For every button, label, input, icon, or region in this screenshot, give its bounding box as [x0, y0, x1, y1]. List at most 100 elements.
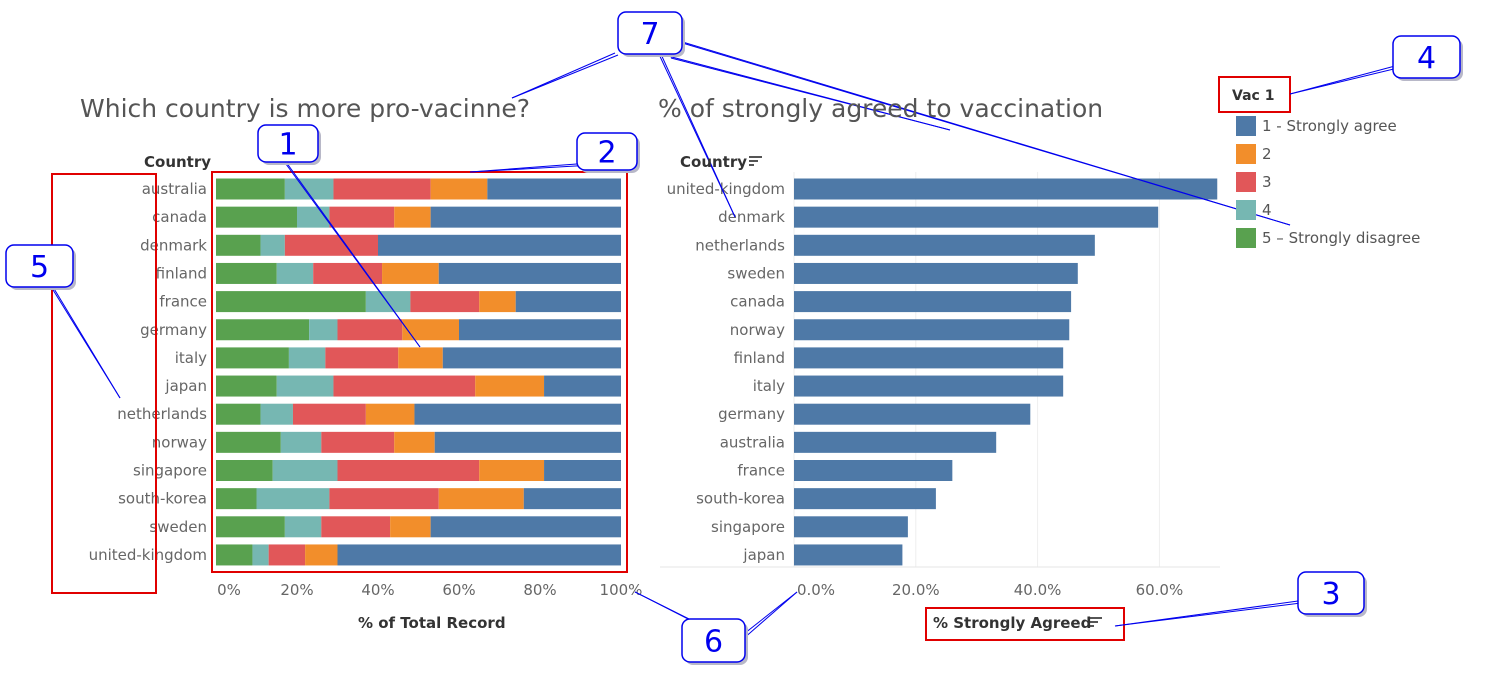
stacked-bar-segment [434, 431, 621, 453]
bar [794, 544, 903, 566]
stacked-bar-segment [430, 178, 488, 200]
stacked-bar-segment [414, 403, 621, 425]
stacked-bar-segment [313, 262, 383, 284]
y-tick-label: france [737, 462, 785, 480]
stacked-bar-segment [487, 178, 621, 200]
x-tick-label: 40% [361, 581, 394, 599]
stacked-bar-segment [280, 431, 322, 453]
sort-icon [1089, 625, 1094, 627]
stacked-bar-segment [329, 488, 439, 510]
bar [794, 206, 1159, 228]
bar [794, 347, 1064, 369]
bar [794, 262, 1078, 284]
callout-leader [739, 591, 798, 638]
callout-bubble [1392, 35, 1461, 79]
stacked-bar-segment [252, 544, 269, 566]
callout-bubble [5, 244, 74, 288]
y-tick-label: italy [175, 349, 207, 367]
sort-icon [749, 164, 754, 166]
callout-leader [1289, 67, 1399, 95]
stacked-bar-segment [430, 206, 621, 228]
stacked-bar-segment [337, 319, 403, 341]
callout-number: 5 [30, 250, 49, 285]
y-tick-label: australia [720, 433, 785, 451]
stacked-bar-segment [430, 516, 621, 538]
callout-number: 3 [1321, 577, 1340, 612]
annotation-box [1218, 76, 1291, 113]
callout-number: 4 [1417, 41, 1436, 76]
stacked-bar-segment [337, 544, 621, 566]
y-tick-label: denmark [140, 236, 207, 254]
stacked-bar-segment [438, 488, 524, 510]
bar [794, 319, 1070, 341]
stacked-bar-segment [309, 319, 338, 341]
x-tick-label: 60% [442, 581, 475, 599]
left-chart-title: Which country is more pro-vacinne? [80, 94, 531, 123]
callout-bubble [576, 132, 638, 171]
stacked-bar-segment [544, 460, 621, 481]
stacked-bar-segment [321, 431, 395, 453]
callout-leader [469, 164, 594, 173]
stacked-bar-segment [394, 206, 431, 228]
stacked-bar-segment [329, 206, 395, 228]
stacked-bar-segment [268, 544, 306, 566]
stacked-bar-segment [216, 403, 261, 425]
y-tick-label: netherlands [117, 405, 207, 423]
stacked-bar-segment [382, 262, 439, 284]
stacked-bar-segment [216, 319, 310, 341]
stacked-bar-segment [305, 544, 338, 566]
bar [794, 178, 1218, 200]
bar [794, 516, 908, 538]
stacked-bar-segment [394, 431, 435, 453]
callout-leader [1114, 602, 1302, 627]
y-tick-label: norway [152, 433, 207, 451]
callout-leader [670, 57, 951, 131]
y-tick-label: finland [156, 264, 207, 282]
stacked-bar-segment [284, 178, 334, 200]
stacked-bar-segment [515, 291, 621, 313]
stacked-bar-segment [216, 262, 277, 284]
y-tick-label: finland [734, 349, 785, 367]
stacked-bar-segment [398, 347, 443, 369]
stacked-bar-segment [337, 460, 480, 481]
right-chart-title: % of strongly agreed to vaccination [658, 94, 1104, 123]
y-tick-label: united-kingdom [667, 180, 785, 198]
left-y-header: Country [144, 153, 212, 171]
legend-label: 3 [1262, 173, 1272, 191]
y-tick-label: australia [142, 180, 207, 198]
legend-swatch [1236, 200, 1256, 220]
x-tick-label: 40.0% [1014, 581, 1062, 599]
y-tick-label: netherlands [695, 236, 785, 254]
stacked-bar-segment [216, 234, 261, 256]
stacked-bar-segment [442, 347, 621, 369]
stacked-bar-segment [378, 234, 621, 256]
bar [794, 403, 1031, 425]
stacked-bar-segment [479, 460, 545, 481]
bar [794, 234, 1095, 256]
stacked-bar-segment [333, 375, 476, 397]
bar [794, 431, 997, 453]
legend-label: 1 - Strongly agree [1262, 117, 1397, 135]
stacked-bar-segment [216, 516, 285, 538]
y-tick-label: canada [730, 293, 785, 311]
y-tick-label: singapore [133, 462, 207, 480]
stacked-bar-segment [216, 206, 297, 228]
legend-swatch [1236, 116, 1256, 136]
y-tick-label: italy [753, 377, 785, 395]
legend-swatch [1236, 172, 1256, 192]
stacked-bar-segment [410, 291, 480, 313]
stacked-bar-segment [365, 291, 411, 313]
callout-number: 2 [597, 136, 616, 171]
callout-bubble [1297, 571, 1365, 615]
callout-leader [511, 54, 619, 99]
bar [794, 460, 953, 481]
x-tick-label: 20% [280, 581, 313, 599]
x-tick-label: 0% [217, 581, 241, 599]
stacked-bar-segment [475, 375, 545, 397]
y-tick-label: south-korea [696, 490, 785, 508]
y-tick-label: france [159, 293, 207, 311]
bar [794, 291, 1072, 313]
stacked-bar-segment [272, 460, 338, 481]
y-tick-label: germany [718, 405, 785, 423]
x-tick-label: 60.0% [1136, 581, 1184, 599]
